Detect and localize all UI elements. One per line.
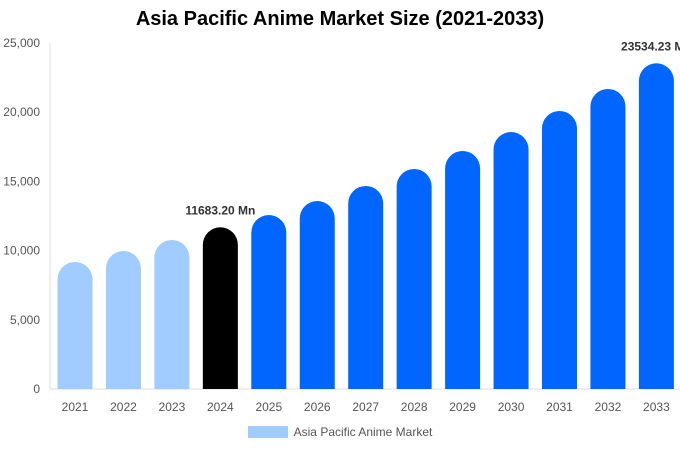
y-tick-label: 5,000 [10,313,40,327]
y-tick-label: 0 [33,382,40,396]
y-tick-label: 20,000 [3,105,40,119]
x-tick-label: 2026 [304,400,331,414]
legend-swatch [247,426,288,438]
bar-2021 [57,261,93,389]
bar-2027 [348,185,384,389]
bar-2026 [299,201,335,389]
x-tick-label: 2030 [498,400,525,414]
x-tick-label: 2024 [207,400,234,414]
bar-2028 [396,168,432,389]
x-tick-label: 2031 [546,400,573,414]
x-tick-label: 2032 [595,400,622,414]
bar-2030 [493,131,529,389]
legend: Asia Pacific Anime Market [0,425,680,439]
x-tick-label: 2025 [255,400,282,414]
bar-2029 [445,150,481,389]
x-tick-label: 2023 [159,400,186,414]
data-label: 23534.23 Mn [621,39,680,53]
x-tick-label: 2027 [352,400,379,414]
x-tick-label: 2021 [62,400,89,414]
bar-2022 [105,251,141,389]
bar-2025 [251,215,287,389]
y-tick-label: 25,000 [3,36,40,50]
bar-2033 [638,63,674,389]
x-tick-label: 2033 [643,400,670,414]
bar-2023 [154,239,190,389]
data-label: 11683.20 Mn [185,203,255,217]
legend-label: Asia Pacific Anime Market [293,425,433,439]
x-tick-label: 2029 [449,400,476,414]
x-tick-label: 2022 [110,400,137,414]
bar-2031 [542,110,577,389]
chart-title: Asia Pacific Anime Market Size (2021-203… [135,8,545,30]
y-tick-label: 10,000 [3,244,40,258]
x-tick-label: 2028 [401,400,428,414]
bar-2032 [590,88,626,390]
y-tick-label: 15,000 [3,174,40,188]
bar-2024 [202,227,238,389]
